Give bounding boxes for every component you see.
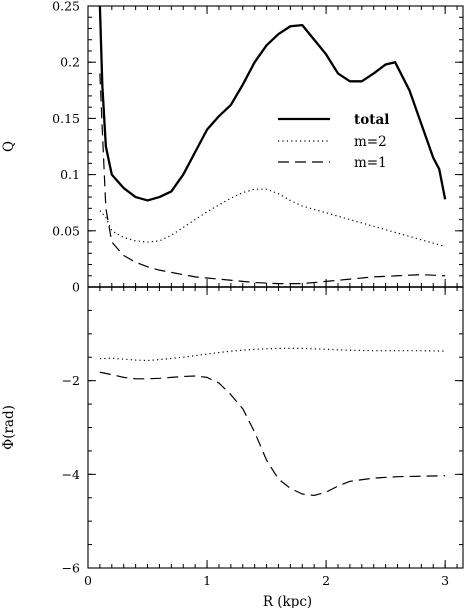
bottom-panel-phi: 0 1 2 3 −6 −4 −2 Φ(rad) R (kpc) [1, 286, 464, 608]
series-line-m=1 [99, 371, 446, 497]
series-line-m=1 [99, 73, 446, 285]
legend-label-m=1: m=1 [354, 155, 387, 171]
y-tick-label: 0.15 [52, 111, 80, 126]
y-tick-label: 0.05 [52, 223, 80, 238]
series-line-m=2 [99, 347, 446, 362]
x-tick-label: 1 [203, 573, 211, 588]
plot-frame [87, 5, 464, 288]
y-tick-label: −4 [62, 467, 80, 482]
x-tick-label: 2 [322, 573, 330, 588]
x-axis-label: R (kpc) [263, 594, 312, 608]
legend: total m=2 m=1 [278, 112, 389, 171]
y-axis-label: Φ(rad) [1, 405, 17, 450]
y-tick-label: 0.25 [52, 0, 80, 14]
y-tick-label: 0.1 [60, 167, 80, 182]
x-tick-label: 3 [441, 573, 449, 588]
legend-label-m=2: m=2 [354, 134, 387, 150]
y-tick-label: 0.2 [60, 55, 80, 70]
legend-label-total: total [354, 112, 389, 128]
plot-frame [87, 286, 464, 569]
y-tick-label: −2 [62, 373, 80, 388]
x-tick-label: 0 [84, 573, 92, 588]
series-line-m=2 [99, 188, 446, 248]
y-tick-label: −6 [62, 561, 80, 576]
y-axis-label: Q [1, 141, 17, 152]
series-line-total [98, 5, 447, 202]
y-tick-label: 0 [72, 280, 80, 295]
